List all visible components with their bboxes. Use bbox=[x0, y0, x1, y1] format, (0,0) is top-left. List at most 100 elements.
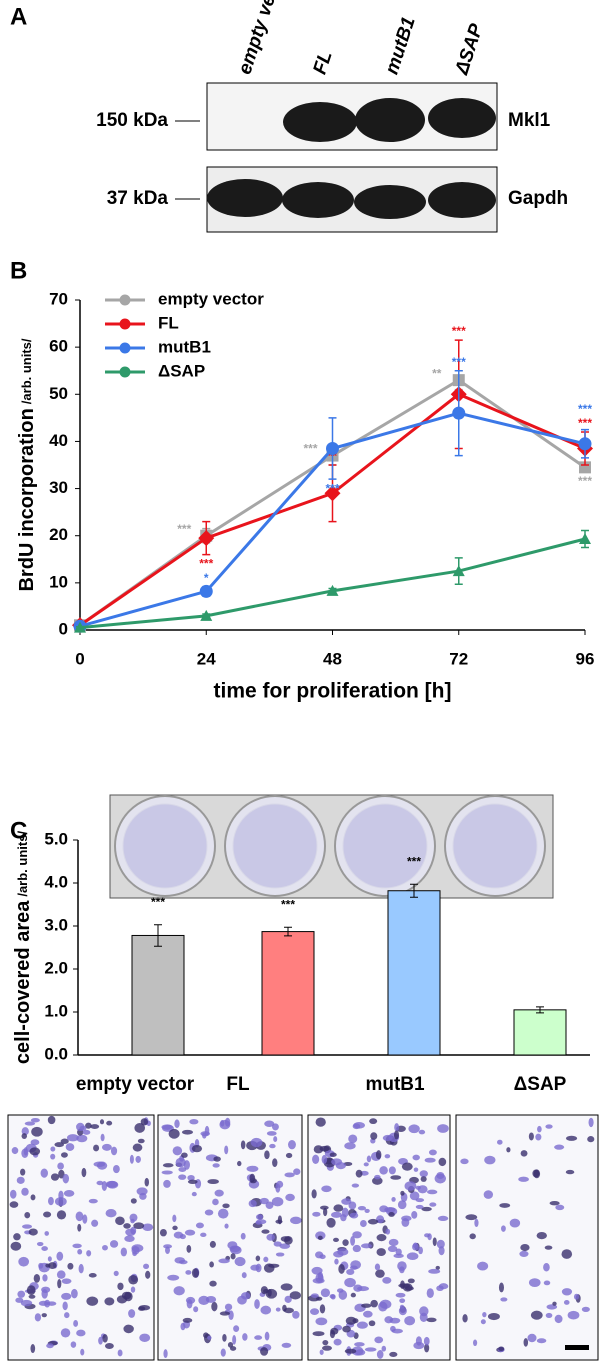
cell bbox=[394, 1123, 400, 1132]
bar bbox=[387, 890, 441, 1056]
cell bbox=[391, 1328, 403, 1334]
cell bbox=[66, 1134, 79, 1142]
cell bbox=[284, 1295, 292, 1303]
cell bbox=[137, 1138, 145, 1144]
cell bbox=[24, 1211, 31, 1219]
cell bbox=[360, 1219, 367, 1228]
blot-bands bbox=[207, 98, 496, 219]
cell bbox=[374, 1174, 381, 1180]
cell bbox=[260, 1347, 269, 1356]
cell bbox=[198, 1295, 210, 1306]
legend-marker bbox=[119, 318, 131, 330]
cell bbox=[418, 1129, 426, 1135]
legend-marker bbox=[119, 294, 131, 306]
cell bbox=[220, 1119, 225, 1127]
cell bbox=[408, 1124, 420, 1134]
cell bbox=[72, 1243, 82, 1249]
cell bbox=[520, 1243, 530, 1252]
cell bbox=[98, 1336, 103, 1345]
cell bbox=[438, 1157, 447, 1167]
cell bbox=[58, 1169, 65, 1179]
lane-label: empty vector bbox=[235, 0, 292, 77]
cell bbox=[370, 1132, 378, 1140]
cell bbox=[527, 1333, 537, 1343]
cell bbox=[426, 1288, 434, 1299]
cell bbox=[271, 1197, 284, 1207]
cell bbox=[218, 1258, 230, 1264]
cell bbox=[530, 1310, 543, 1320]
cell bbox=[224, 1145, 229, 1155]
cell bbox=[415, 1204, 424, 1209]
cell bbox=[64, 1312, 70, 1319]
cell bbox=[93, 1161, 106, 1167]
cell bbox=[465, 1214, 478, 1221]
cell bbox=[426, 1189, 438, 1195]
cell bbox=[62, 1173, 70, 1184]
cell bbox=[140, 1118, 149, 1126]
cell bbox=[222, 1334, 227, 1342]
cell bbox=[60, 1138, 69, 1144]
cell bbox=[248, 1199, 257, 1208]
cell bbox=[423, 1336, 430, 1346]
cell bbox=[323, 1207, 328, 1217]
cell bbox=[159, 1228, 167, 1237]
cell bbox=[363, 1162, 369, 1167]
cell bbox=[33, 1274, 41, 1283]
cell bbox=[393, 1253, 404, 1259]
cell bbox=[393, 1130, 400, 1140]
cell bbox=[351, 1346, 364, 1356]
cell bbox=[21, 1127, 29, 1136]
marker bbox=[326, 584, 339, 596]
cell bbox=[320, 1288, 331, 1298]
cell bbox=[24, 1121, 36, 1126]
legend-label: ΔSAP bbox=[158, 361, 205, 380]
cell bbox=[435, 1265, 440, 1270]
cell bbox=[417, 1185, 428, 1194]
cell bbox=[281, 1342, 292, 1348]
cell bbox=[62, 1301, 68, 1311]
cell bbox=[472, 1339, 478, 1347]
significance: *** bbox=[452, 324, 466, 338]
cell bbox=[224, 1303, 233, 1311]
cell bbox=[338, 1264, 345, 1274]
cell bbox=[38, 1300, 49, 1306]
cell bbox=[388, 1166, 396, 1175]
cell bbox=[552, 1301, 557, 1306]
cell bbox=[113, 1164, 120, 1174]
cell bbox=[334, 1258, 339, 1265]
cell bbox=[384, 1154, 391, 1159]
cell bbox=[388, 1212, 395, 1217]
y-tick-label: 4.0 bbox=[44, 872, 68, 891]
cell bbox=[50, 1146, 56, 1152]
cell bbox=[56, 1210, 67, 1220]
cell bbox=[173, 1286, 185, 1296]
cell bbox=[232, 1335, 237, 1345]
cell bbox=[395, 1248, 402, 1256]
marker bbox=[74, 621, 86, 633]
y-axis-label: BrdU incorporation/arb. units/ bbox=[16, 338, 38, 591]
cell bbox=[498, 1282, 504, 1293]
marker bbox=[578, 437, 592, 451]
cell bbox=[250, 1264, 260, 1271]
cell bbox=[61, 1278, 72, 1284]
cell bbox=[315, 1273, 324, 1284]
cell bbox=[261, 1229, 270, 1234]
cell bbox=[537, 1125, 542, 1133]
cell bbox=[181, 1129, 194, 1135]
cell bbox=[130, 1218, 135, 1224]
cell bbox=[193, 1306, 199, 1313]
cell bbox=[57, 1278, 62, 1289]
cell bbox=[497, 1139, 503, 1145]
cell bbox=[545, 1312, 553, 1319]
cell bbox=[88, 1198, 98, 1204]
cell bbox=[120, 1247, 128, 1257]
cell bbox=[432, 1237, 437, 1247]
cell bbox=[117, 1349, 123, 1357]
cell bbox=[30, 1344, 36, 1354]
cell bbox=[400, 1190, 405, 1196]
error-bar bbox=[284, 926, 292, 937]
cell bbox=[207, 1179, 219, 1185]
cell bbox=[167, 1274, 180, 1281]
cell bbox=[16, 1176, 25, 1184]
